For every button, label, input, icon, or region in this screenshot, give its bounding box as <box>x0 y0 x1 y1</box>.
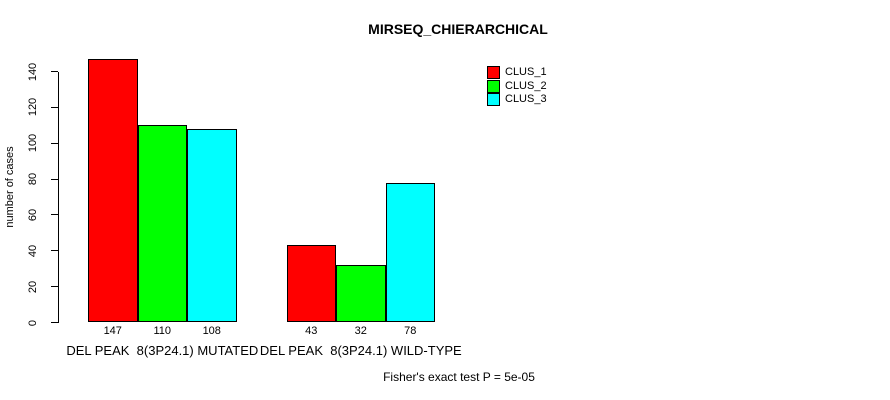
y-axis-tick-label: 60 <box>27 208 39 222</box>
x-category-label: DEL PEAK 8(3P24.1) MUTATED <box>66 343 259 358</box>
bar-value-label: 32 <box>354 325 367 337</box>
y-axis-tick <box>51 142 58 144</box>
legend-swatch-icon <box>487 79 500 93</box>
y-axis-tick <box>51 214 58 216</box>
y-axis-tick-label: 140 <box>27 62 39 81</box>
bar-value-label: 147 <box>103 325 122 337</box>
y-axis-tick-label: 40 <box>27 244 39 257</box>
y-axis-line <box>58 71 59 323</box>
legend-item: CLUS_3 <box>487 92 547 106</box>
x-category-label: DEL PEAK 8(3P24.1) WILD-TYPE <box>259 343 462 358</box>
legend-label: CLUS_2 <box>505 79 547 92</box>
bar-clus_3-group2 <box>385 182 435 323</box>
bar-value-label: 110 <box>153 325 172 337</box>
legend-label: CLUS_1 <box>505 66 547 79</box>
y-axis-tick <box>51 250 58 252</box>
y-axis-tick <box>51 322 58 323</box>
legend-label: CLUS_3 <box>505 92 547 105</box>
y-axis-tick-label: 0 <box>27 319 39 326</box>
bar-value-label: 78 <box>404 325 417 337</box>
legend-item: CLUS_1 <box>487 66 547 80</box>
y-axis-tick-label: 80 <box>27 172 39 186</box>
y-axis-tick <box>51 178 58 180</box>
legend-swatch-icon <box>487 92 500 106</box>
y-axis-tick-label: 20 <box>27 280 39 293</box>
y-axis-tick-label: 100 <box>27 134 39 153</box>
y-axis-tick-label: 120 <box>27 98 39 117</box>
y-axis-tick <box>51 106 58 108</box>
footnote: Fisher's exact test P = 5e-05 <box>383 370 535 384</box>
y-axis-label: number of cases <box>4 146 16 228</box>
bar-value-label: 43 <box>305 325 318 337</box>
legend-item: CLUS_2 <box>487 79 547 93</box>
y-axis-tick <box>51 286 58 288</box>
bar-clus_2-group2 <box>336 265 386 323</box>
legend-swatch-icon <box>487 66 500 80</box>
bar-clus_1-group2 <box>286 245 336 323</box>
chart-title: MIRSEQ_CHIERARCHICAL <box>368 21 548 37</box>
bar-clus_3-group1 <box>187 128 237 323</box>
bar-value-label: 108 <box>202 325 221 337</box>
bar-clus_1-group1 <box>88 58 138 323</box>
y-axis-tick <box>51 71 58 72</box>
legend: CLUS_1 CLUS_2 CLUS_3 <box>487 66 547 106</box>
bar-clus_2-group1 <box>137 125 187 323</box>
